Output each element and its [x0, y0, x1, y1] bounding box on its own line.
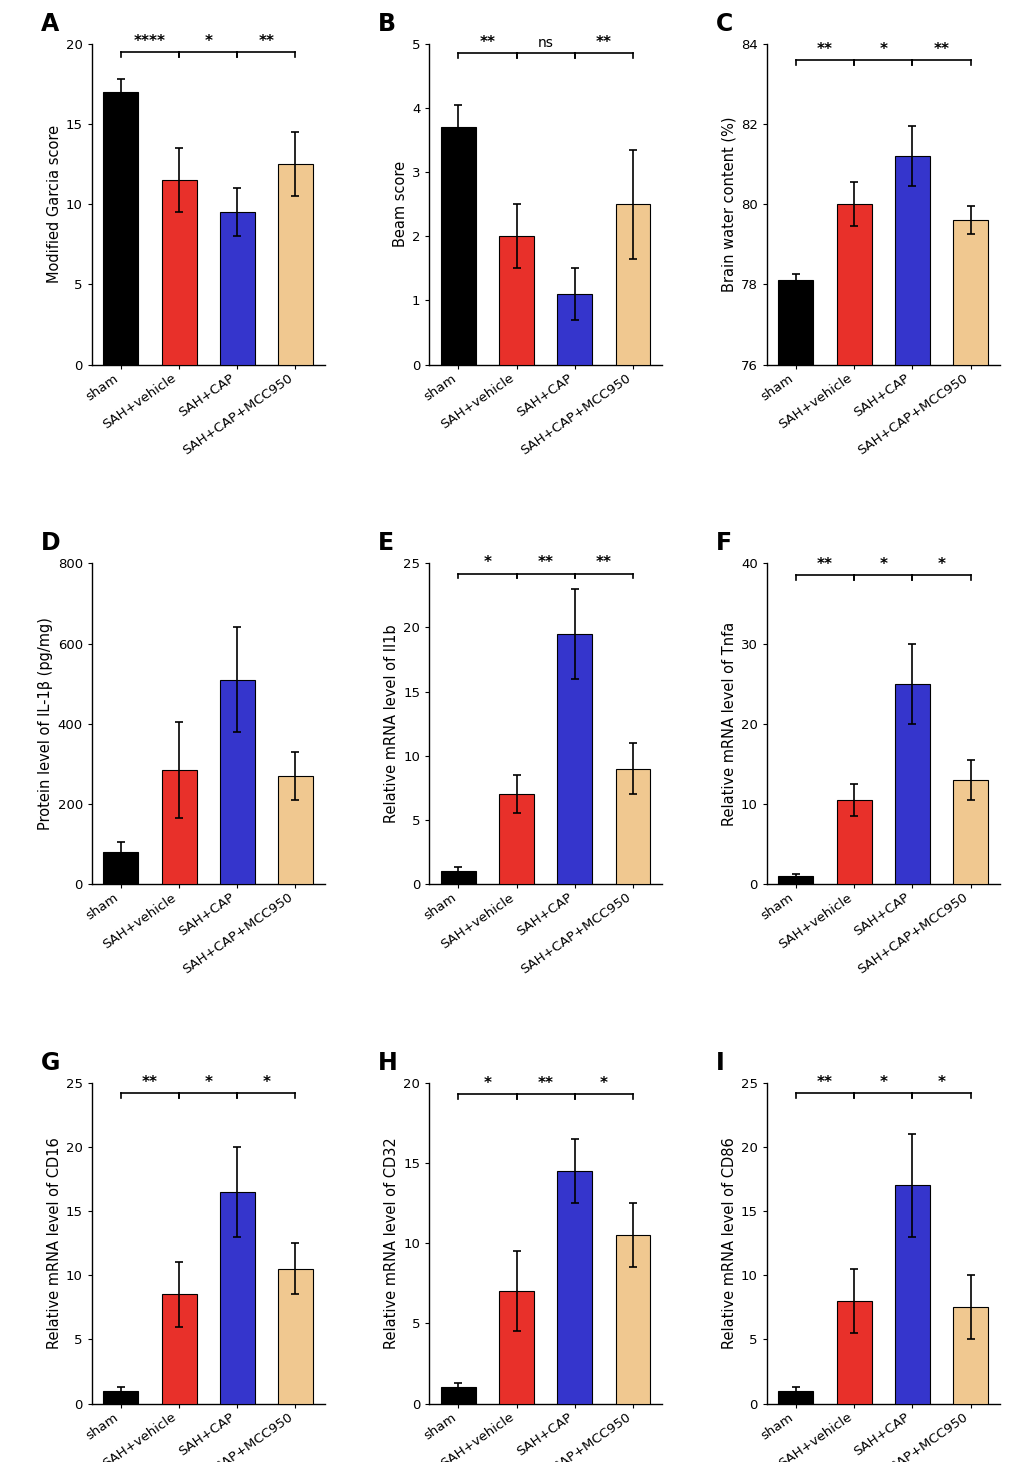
Y-axis label: Relative mRNA level of Il1b: Relative mRNA level of Il1b [384, 624, 398, 823]
Bar [894, 684, 929, 885]
Bar [777, 1390, 812, 1404]
Bar [614, 1235, 650, 1404]
Text: **: ** [537, 556, 553, 570]
Text: A: A [41, 12, 59, 35]
Text: *: * [599, 1076, 607, 1091]
Y-axis label: Relative mRNA level of CD16: Relative mRNA level of CD16 [47, 1137, 61, 1349]
Text: *: * [204, 34, 212, 48]
Bar [614, 205, 650, 364]
Bar [220, 1192, 255, 1404]
Bar [952, 1307, 987, 1404]
Text: **: ** [537, 1076, 553, 1091]
Y-axis label: Modified Garcia score: Modified Garcia score [47, 126, 61, 284]
Text: **: ** [258, 34, 274, 48]
Bar [278, 1269, 313, 1404]
Text: **: ** [595, 35, 611, 50]
Text: F: F [715, 531, 731, 556]
Text: ****: **** [133, 34, 166, 48]
Bar [498, 237, 534, 364]
Bar [440, 871, 476, 885]
Text: *: * [483, 1076, 491, 1091]
Text: **: ** [142, 1075, 158, 1089]
Bar [220, 680, 255, 885]
Bar [220, 212, 255, 364]
Bar [836, 1301, 870, 1404]
Text: E: E [378, 531, 394, 556]
Text: D: D [41, 531, 60, 556]
Text: G: G [41, 1051, 60, 1075]
Text: **: ** [595, 556, 611, 570]
Text: **: ** [932, 42, 949, 57]
Bar [440, 127, 476, 364]
Text: *: * [262, 1075, 270, 1089]
Bar [103, 852, 139, 885]
Y-axis label: Relative mRNA level of CD86: Relative mRNA level of CD86 [720, 1137, 736, 1349]
Y-axis label: Brain water content (%): Brain water content (%) [721, 117, 736, 292]
Text: ns: ns [537, 37, 553, 50]
Bar [498, 794, 534, 885]
Bar [556, 294, 592, 364]
Text: *: * [878, 557, 887, 572]
Bar [556, 635, 592, 885]
Text: *: * [936, 1075, 945, 1089]
Text: *: * [936, 557, 945, 572]
Bar [161, 1294, 197, 1404]
Text: **: ** [479, 35, 495, 50]
Text: *: * [204, 1075, 212, 1089]
Text: *: * [878, 1075, 887, 1089]
Bar [894, 1186, 929, 1404]
Text: I: I [715, 1051, 723, 1075]
Text: B: B [378, 12, 395, 35]
Bar [498, 1291, 534, 1404]
Bar [103, 1390, 139, 1404]
Y-axis label: Relative mRNA level of Tnfa: Relative mRNA level of Tnfa [721, 621, 736, 826]
Text: **: ** [816, 557, 833, 572]
Bar [556, 1171, 592, 1404]
Y-axis label: Protein level of IL-1β (pg/mg): Protein level of IL-1β (pg/mg) [39, 617, 53, 830]
Bar [614, 769, 650, 885]
Text: *: * [483, 556, 491, 570]
Bar [161, 180, 197, 364]
Bar [952, 779, 987, 885]
Bar [440, 1387, 476, 1404]
Bar [894, 156, 929, 364]
Text: C: C [715, 12, 733, 35]
Bar [278, 776, 313, 885]
Text: **: ** [816, 42, 833, 57]
Bar [103, 92, 139, 364]
Bar [777, 876, 812, 885]
Bar [278, 164, 313, 364]
Bar [777, 281, 812, 364]
Y-axis label: Relative mRNA level of CD32: Relative mRNA level of CD32 [384, 1137, 398, 1349]
Text: **: ** [816, 1075, 833, 1089]
Y-axis label: Beam score: Beam score [392, 161, 408, 247]
Text: *: * [878, 42, 887, 57]
Bar [836, 800, 870, 885]
Bar [836, 205, 870, 364]
Bar [952, 221, 987, 364]
Text: H: H [378, 1051, 397, 1075]
Bar [161, 770, 197, 885]
